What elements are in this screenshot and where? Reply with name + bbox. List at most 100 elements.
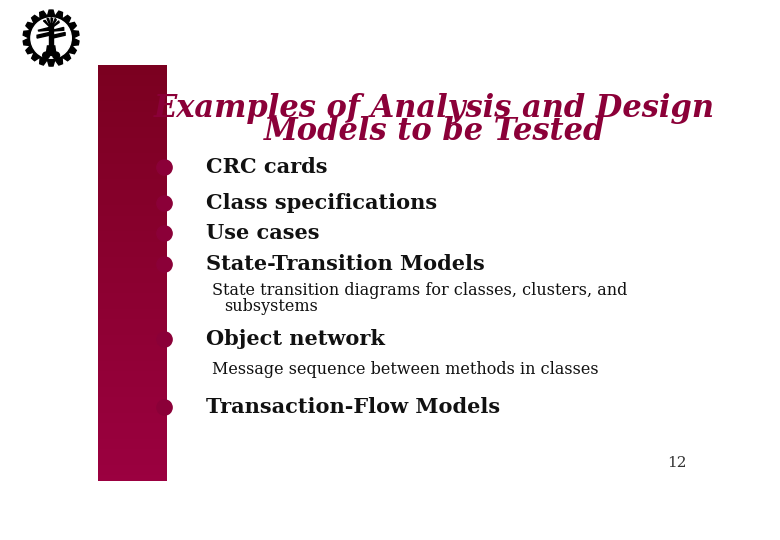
Bar <box>98 132 167 138</box>
Bar <box>98 226 167 231</box>
Bar <box>98 403 167 408</box>
Bar <box>98 314 167 320</box>
Bar <box>98 377 167 382</box>
Bar <box>98 262 167 267</box>
Polygon shape <box>51 21 59 28</box>
Polygon shape <box>38 28 49 31</box>
Polygon shape <box>53 28 64 31</box>
Bar <box>98 148 167 153</box>
Bar <box>98 299 167 304</box>
Bar <box>98 122 167 127</box>
Bar <box>98 231 167 237</box>
Bar <box>98 449 167 455</box>
Polygon shape <box>53 32 65 38</box>
Bar <box>98 96 167 101</box>
Bar <box>98 444 167 449</box>
Bar <box>98 392 167 397</box>
Bar <box>98 455 167 460</box>
Text: Class specifications: Class specifications <box>206 193 438 213</box>
Bar <box>98 168 167 174</box>
Text: subsystems: subsystems <box>225 298 318 315</box>
Bar <box>98 465 167 470</box>
Bar <box>98 397 167 403</box>
Bar <box>98 241 167 247</box>
Bar <box>98 190 167 195</box>
Bar <box>98 335 167 340</box>
Circle shape <box>31 18 71 58</box>
Bar <box>98 205 167 210</box>
Bar <box>98 215 167 221</box>
Bar <box>98 325 167 330</box>
Bar <box>98 117 167 122</box>
Bar <box>98 80 167 85</box>
Circle shape <box>43 52 49 59</box>
Bar <box>98 138 167 143</box>
Bar <box>98 211 167 215</box>
Text: Models to be Tested: Models to be Tested <box>264 116 605 147</box>
Bar <box>98 85 167 91</box>
Bar <box>98 127 167 132</box>
Bar <box>98 158 167 164</box>
Polygon shape <box>49 23 53 46</box>
Bar <box>98 283 167 288</box>
Bar <box>98 252 167 257</box>
Bar <box>98 288 167 294</box>
Text: Message sequence between methods in classes: Message sequence between methods in clas… <box>212 361 599 377</box>
Bar <box>98 470 167 475</box>
Bar <box>98 366 167 372</box>
Polygon shape <box>23 10 79 66</box>
Bar <box>98 418 167 423</box>
Bar <box>98 475 167 481</box>
Bar <box>98 423 167 429</box>
Bar <box>98 65 167 70</box>
Bar <box>98 91 167 96</box>
Bar <box>98 164 167 168</box>
Bar <box>98 257 167 262</box>
Bar <box>98 372 167 377</box>
Text: Use cases: Use cases <box>206 223 320 243</box>
Bar <box>98 221 167 226</box>
Text: State-Transition Models: State-Transition Models <box>206 254 485 274</box>
Text: 12: 12 <box>668 456 687 470</box>
Bar <box>98 195 167 200</box>
Bar <box>98 460 167 465</box>
Bar <box>98 413 167 418</box>
Polygon shape <box>47 18 51 28</box>
Polygon shape <box>51 18 52 28</box>
Text: Transaction-Flow Models: Transaction-Flow Models <box>206 396 501 416</box>
Bar <box>98 330 167 335</box>
Bar <box>98 320 167 325</box>
Bar <box>98 267 167 273</box>
Polygon shape <box>44 21 51 28</box>
Bar <box>98 273 167 278</box>
Bar <box>98 350 167 356</box>
Bar <box>98 247 167 252</box>
Bar <box>98 387 167 392</box>
Bar <box>98 434 167 439</box>
Bar <box>98 278 167 283</box>
Bar <box>98 356 167 361</box>
Bar <box>98 346 167 350</box>
Bar <box>98 294 167 299</box>
Bar <box>98 408 167 413</box>
Bar <box>98 382 167 387</box>
Bar <box>98 112 167 117</box>
Bar <box>98 70 167 75</box>
Bar <box>98 106 167 112</box>
Text: Object network: Object network <box>206 329 385 349</box>
Text: State transition diagrams for classes, clusters, and: State transition diagrams for classes, c… <box>212 282 628 299</box>
Bar <box>98 429 167 434</box>
Bar <box>98 179 167 184</box>
Circle shape <box>53 52 59 59</box>
Bar <box>98 237 167 241</box>
Bar <box>98 184 167 190</box>
Text: Examples of Analysis and Design: Examples of Analysis and Design <box>154 93 715 124</box>
Bar <box>98 361 167 366</box>
Bar <box>98 101 167 106</box>
Bar <box>98 304 167 309</box>
Bar <box>98 340 167 346</box>
Bar <box>98 143 167 148</box>
Bar <box>98 439 167 444</box>
Text: CRC cards: CRC cards <box>206 157 328 177</box>
Bar <box>98 200 167 205</box>
